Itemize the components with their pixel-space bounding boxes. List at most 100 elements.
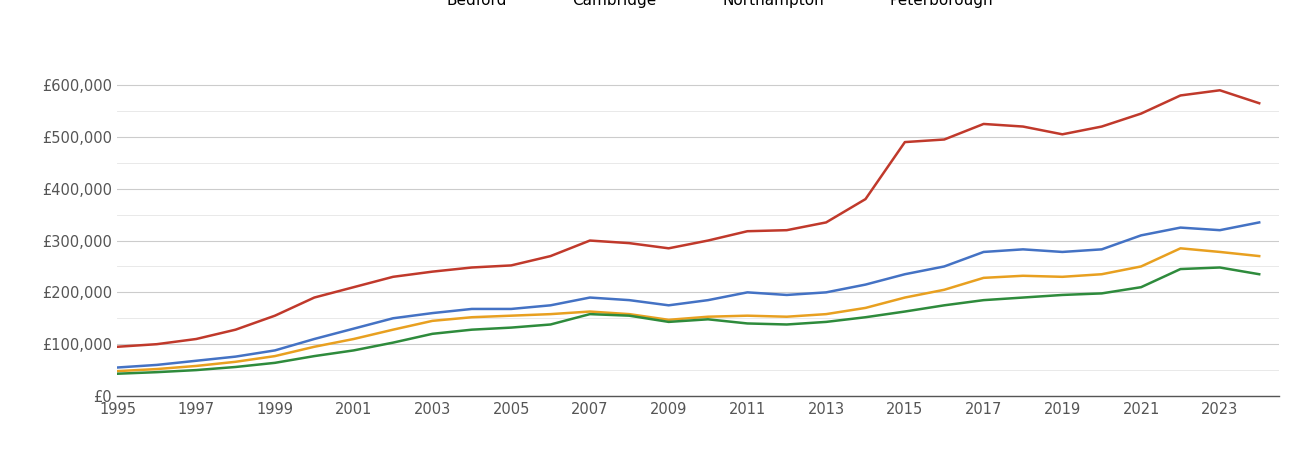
Northampton bbox=[307, 344, 322, 350]
Northampton bbox=[740, 313, 756, 319]
Cambridge bbox=[740, 229, 756, 234]
Bedford bbox=[701, 297, 716, 303]
Peterborough bbox=[1015, 295, 1031, 300]
Northampton bbox=[504, 313, 519, 319]
Cambridge bbox=[424, 269, 440, 274]
Cambridge bbox=[701, 238, 716, 243]
Northampton bbox=[779, 314, 795, 319]
Peterborough bbox=[857, 315, 873, 320]
Bedford bbox=[660, 302, 676, 308]
Cambridge bbox=[1173, 93, 1189, 98]
Cambridge bbox=[307, 295, 322, 300]
Bedford bbox=[465, 306, 480, 312]
Cambridge bbox=[660, 246, 676, 251]
Cambridge bbox=[268, 313, 283, 319]
Northampton bbox=[1054, 274, 1070, 279]
Northampton bbox=[660, 317, 676, 323]
Cambridge bbox=[1212, 88, 1228, 93]
Cambridge bbox=[385, 274, 401, 279]
Cambridge bbox=[1015, 124, 1031, 129]
Peterborough bbox=[818, 319, 834, 324]
Northampton bbox=[976, 275, 992, 280]
Northampton bbox=[188, 363, 204, 369]
Northampton bbox=[857, 305, 873, 310]
Cambridge bbox=[621, 240, 637, 246]
Peterborough bbox=[228, 364, 244, 370]
Northampton bbox=[937, 287, 953, 292]
Peterborough bbox=[740, 321, 756, 326]
Bedford bbox=[385, 315, 401, 321]
Bedford bbox=[346, 326, 361, 331]
Northampton bbox=[1173, 246, 1189, 251]
Peterborough bbox=[582, 311, 598, 317]
Cambridge bbox=[110, 344, 125, 350]
Peterborough bbox=[1251, 271, 1267, 277]
Northampton bbox=[149, 366, 164, 372]
Peterborough bbox=[149, 369, 164, 375]
Line: Peterborough: Peterborough bbox=[117, 267, 1259, 374]
Cambridge bbox=[897, 140, 912, 145]
Bedford bbox=[149, 362, 164, 368]
Bedford bbox=[543, 302, 559, 308]
Northampton bbox=[621, 311, 637, 317]
Cambridge bbox=[1054, 131, 1070, 137]
Northampton bbox=[228, 359, 244, 364]
Northampton bbox=[110, 369, 125, 374]
Northampton bbox=[1015, 273, 1031, 279]
Northampton bbox=[424, 318, 440, 324]
Northampton bbox=[1094, 271, 1109, 277]
Bedford bbox=[621, 297, 637, 303]
Cambridge bbox=[188, 336, 204, 342]
Bedford bbox=[1015, 247, 1031, 252]
Cambridge bbox=[857, 196, 873, 202]
Cambridge bbox=[1133, 111, 1148, 116]
Peterborough bbox=[385, 340, 401, 345]
Cambridge bbox=[582, 238, 598, 243]
Peterborough bbox=[937, 302, 953, 308]
Bedford bbox=[188, 358, 204, 364]
Northampton bbox=[1212, 249, 1228, 255]
Bedford bbox=[504, 306, 519, 312]
Northampton bbox=[897, 295, 912, 300]
Cambridge bbox=[976, 121, 992, 126]
Bedford bbox=[582, 295, 598, 300]
Peterborough bbox=[465, 327, 480, 333]
Bedford bbox=[1054, 249, 1070, 255]
Peterborough bbox=[621, 313, 637, 319]
Line: Cambridge: Cambridge bbox=[117, 90, 1259, 347]
Bedford bbox=[937, 264, 953, 269]
Bedford bbox=[897, 271, 912, 277]
Bedford bbox=[1251, 220, 1267, 225]
Bedford bbox=[1133, 233, 1148, 238]
Peterborough bbox=[1133, 284, 1148, 290]
Peterborough bbox=[1212, 265, 1228, 270]
Peterborough bbox=[307, 353, 322, 359]
Bedford bbox=[976, 249, 992, 255]
Peterborough bbox=[1094, 291, 1109, 296]
Cambridge bbox=[937, 137, 953, 142]
Northampton bbox=[346, 336, 361, 342]
Bedford bbox=[228, 354, 244, 359]
Northampton bbox=[268, 353, 283, 359]
Bedford bbox=[1173, 225, 1189, 230]
Cambridge bbox=[149, 342, 164, 347]
Bedford bbox=[110, 365, 125, 370]
Peterborough bbox=[976, 297, 992, 303]
Cambridge bbox=[543, 253, 559, 259]
Peterborough bbox=[346, 348, 361, 353]
Northampton bbox=[1251, 253, 1267, 259]
Cambridge bbox=[779, 228, 795, 233]
Cambridge bbox=[1094, 124, 1109, 129]
Bedford bbox=[424, 310, 440, 316]
Peterborough bbox=[424, 331, 440, 337]
Bedford bbox=[1212, 228, 1228, 233]
Bedford bbox=[268, 348, 283, 353]
Peterborough bbox=[701, 317, 716, 322]
Northampton bbox=[701, 314, 716, 319]
Peterborough bbox=[897, 309, 912, 314]
Cambridge bbox=[1251, 100, 1267, 106]
Northampton bbox=[385, 327, 401, 333]
Peterborough bbox=[188, 367, 204, 373]
Peterborough bbox=[1173, 266, 1189, 272]
Peterborough bbox=[779, 322, 795, 327]
